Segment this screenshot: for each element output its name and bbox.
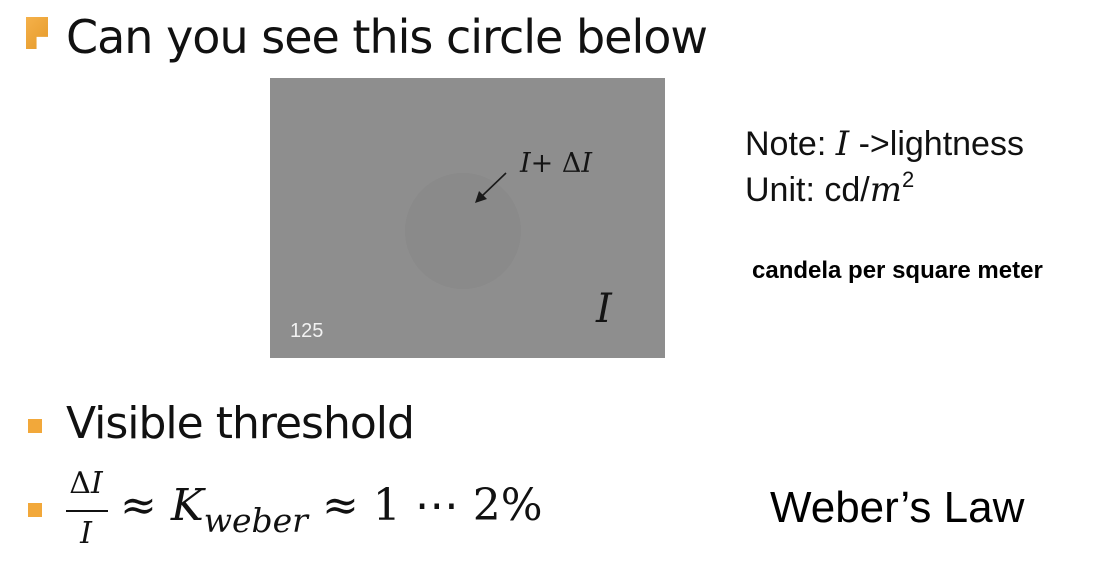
background-intensity-label: I — [596, 286, 612, 332]
stimulus-image: I+ ΔI I 125 — [270, 78, 665, 358]
fraction-bar — [66, 510, 108, 512]
fraction-numerator: ΔI — [69, 466, 103, 501]
unit-explanation: candela per square meter — [752, 257, 1043, 284]
stimulus-circle — [405, 173, 521, 289]
circle-intensity-label: I+ ΔI — [520, 148, 593, 179]
stimulus-arrow-line — [481, 172, 507, 197]
formula-rhs: ≈ Kweber ≈ 1 ⋯ 2% — [120, 480, 543, 540]
stimulus-graphic — [405, 172, 521, 289]
note-lightness: Note: I ->lightness — [745, 124, 1024, 164]
threshold-bullet-icon — [28, 419, 42, 433]
heading-bullet-icon — [26, 17, 48, 49]
note-unit: Unit: cd/m2 — [745, 167, 915, 211]
background-value: 125 — [290, 320, 324, 342]
visible-threshold-bullet: Visible threshold — [66, 398, 415, 449]
formula-bullet-icon — [28, 503, 42, 517]
slide-heading: Can you see this circle below — [66, 10, 708, 64]
stimulus-arrow-head — [475, 191, 487, 203]
weber-law-label: Weber’s Law — [770, 483, 1025, 532]
fraction-denominator: I — [80, 516, 92, 551]
